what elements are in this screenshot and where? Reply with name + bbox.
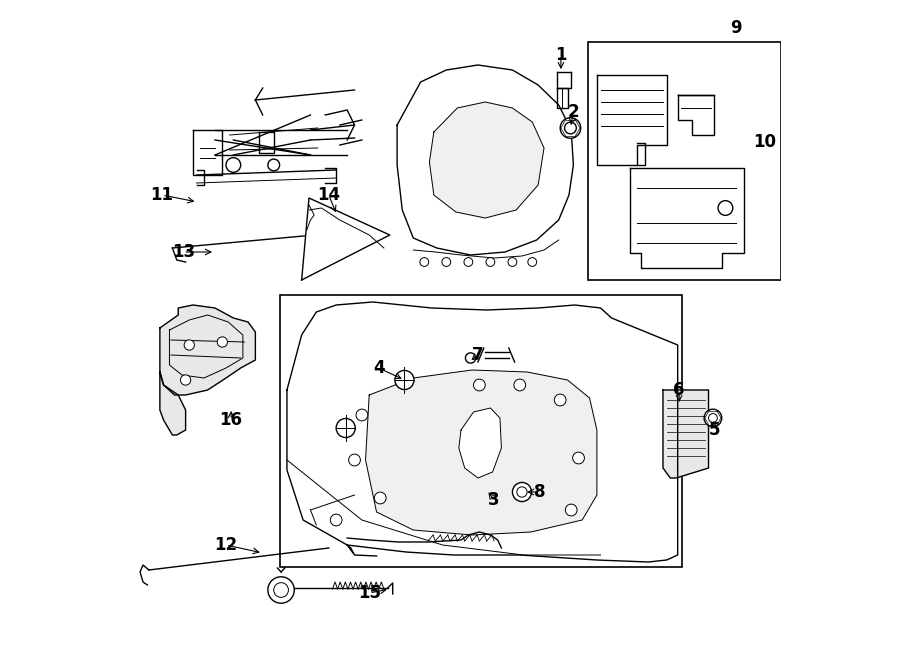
Circle shape: [473, 379, 485, 391]
Circle shape: [564, 122, 576, 134]
Circle shape: [217, 337, 228, 347]
Bar: [588, 42, 780, 280]
Circle shape: [181, 375, 191, 385]
Circle shape: [184, 340, 194, 350]
Circle shape: [374, 492, 386, 504]
Text: 7: 7: [472, 346, 483, 364]
Polygon shape: [663, 390, 708, 478]
Circle shape: [565, 504, 577, 516]
Text: 3: 3: [489, 491, 500, 509]
Polygon shape: [302, 198, 390, 280]
Polygon shape: [365, 370, 597, 535]
Circle shape: [337, 418, 356, 438]
Circle shape: [508, 258, 517, 266]
Text: 2: 2: [568, 103, 580, 121]
Circle shape: [226, 158, 240, 173]
Polygon shape: [397, 65, 573, 255]
Text: 13: 13: [172, 243, 195, 261]
Circle shape: [514, 379, 526, 391]
Circle shape: [512, 483, 532, 502]
Text: 14: 14: [318, 186, 340, 204]
Circle shape: [348, 454, 360, 466]
Circle shape: [274, 582, 288, 598]
Polygon shape: [459, 408, 501, 478]
Circle shape: [704, 409, 722, 427]
Text: 6: 6: [673, 381, 685, 399]
Text: 12: 12: [214, 536, 238, 554]
Circle shape: [356, 409, 368, 421]
Circle shape: [572, 452, 584, 464]
Text: 5: 5: [708, 421, 720, 439]
Text: 1: 1: [555, 46, 567, 64]
Circle shape: [554, 394, 566, 406]
Circle shape: [268, 577, 294, 603]
Circle shape: [330, 514, 342, 526]
Circle shape: [718, 201, 733, 215]
Circle shape: [517, 487, 527, 497]
Circle shape: [420, 258, 428, 266]
Circle shape: [442, 258, 451, 266]
Text: 10: 10: [752, 133, 776, 151]
Circle shape: [268, 159, 280, 171]
Text: 11: 11: [150, 186, 174, 204]
Text: 9: 9: [731, 19, 742, 37]
Text: 15: 15: [357, 584, 381, 602]
Circle shape: [395, 370, 414, 389]
Text: 8: 8: [534, 483, 545, 501]
Circle shape: [464, 258, 473, 266]
Polygon shape: [429, 102, 544, 218]
Circle shape: [465, 353, 476, 363]
Polygon shape: [160, 305, 256, 395]
Text: 4: 4: [373, 359, 384, 377]
Circle shape: [486, 258, 495, 266]
Bar: [280, 295, 682, 567]
Text: 16: 16: [220, 411, 243, 429]
Circle shape: [708, 414, 717, 422]
Polygon shape: [287, 302, 678, 562]
Circle shape: [560, 118, 580, 138]
Polygon shape: [160, 372, 185, 435]
Circle shape: [528, 258, 536, 266]
